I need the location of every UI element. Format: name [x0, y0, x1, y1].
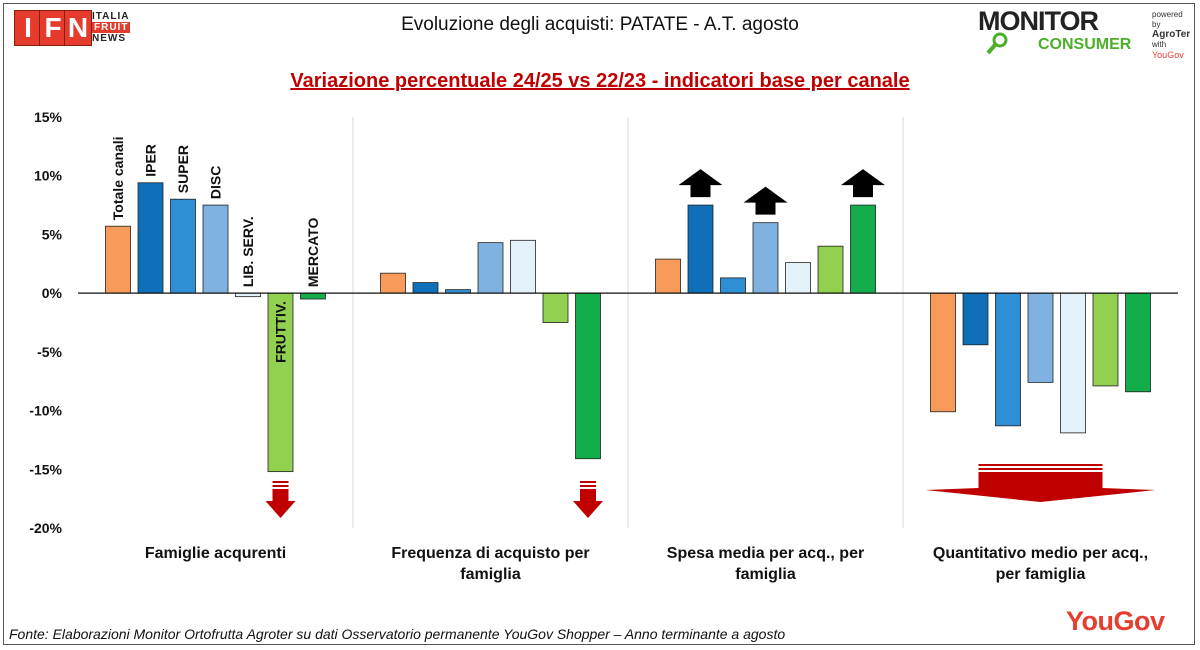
category-label: per famiglia	[996, 566, 1086, 583]
bar-label-0: Totale canali	[110, 136, 126, 220]
y-tick-label: -10%	[29, 403, 62, 419]
up-arrow-icon	[841, 169, 885, 198]
bar-disc	[752, 222, 779, 294]
y-tick-label: 10%	[34, 168, 63, 184]
bar-lib-serv	[1060, 292, 1086, 434]
bar-totale-canali	[930, 292, 956, 413]
category-label: Famiglie acqurenti	[145, 545, 286, 562]
consumer-word: CONSUMER	[1038, 36, 1132, 53]
bar-totale-canali	[380, 272, 406, 294]
category-label: famiglia	[460, 566, 521, 583]
bar-mercato	[850, 204, 876, 294]
bar-fruttiv	[542, 292, 569, 323]
bar-label-4: LIB. SERV.	[240, 216, 256, 287]
category-label: famiglia	[735, 566, 796, 583]
bar-super	[995, 292, 1021, 427]
down-arrow-stripe	[978, 468, 1103, 470]
bar-iper	[962, 292, 989, 346]
bar-label-3: DISC	[208, 166, 224, 199]
bar-fruttiv	[267, 292, 294, 473]
bar-disc	[477, 242, 504, 294]
bar-disc	[202, 204, 229, 294]
bar-label-6: MERCATO	[305, 218, 321, 288]
category-label: Spesa media per acq., per	[667, 545, 864, 562]
down-arrow-icon	[925, 472, 1156, 502]
down-arrow-stripe	[272, 481, 289, 483]
bar-super	[170, 198, 196, 294]
ifn-letter-i: I	[14, 10, 42, 46]
bar-super	[720, 277, 746, 294]
down-arrow-stripe	[978, 464, 1103, 466]
y-tick-label: 15%	[34, 109, 63, 125]
bar-fruttiv	[1092, 292, 1119, 387]
magnifier-icon	[986, 32, 1008, 55]
yougov-small-text: YouGov	[1152, 50, 1184, 60]
bar-iper	[412, 282, 439, 294]
monitor-word: MONITOR	[978, 6, 1099, 36]
bar-totale-canali	[655, 258, 681, 294]
bar-label-2: SUPER	[175, 145, 191, 193]
down-arrow-stripe	[580, 485, 596, 487]
bar-totale-canali	[105, 225, 131, 294]
bar-label-1: IPER	[143, 144, 159, 177]
bar-lib-serv	[785, 262, 811, 294]
bar-fruttiv	[817, 245, 844, 294]
bar-disc	[1027, 292, 1054, 383]
bar-mercato	[1125, 292, 1151, 393]
y-tick-label: -15%	[29, 461, 62, 477]
bar-iper	[687, 204, 714, 294]
chart-frame	[3, 3, 1195, 645]
ifn-line-news: NEWS	[92, 33, 126, 44]
bar-mercato	[300, 292, 326, 300]
chart-title: Evoluzione degli acquisti: PATATE - A.T.…	[401, 14, 799, 35]
ifn-line-fruit: FRUIT	[92, 22, 131, 33]
monitor-side-text: powered by AgroTer with YouGov	[1152, 10, 1190, 60]
chart-subtitle: Variazione percentuale 24/25 vs 22/23 - …	[290, 70, 910, 92]
down-arrow-icon	[265, 489, 296, 518]
ifn-line-italia: ITALIA	[92, 11, 130, 22]
ifn-letter-n: N	[64, 10, 92, 46]
source-note: Fonte: Elaborazioni Monitor Ortofrutta A…	[9, 626, 786, 642]
y-tick-label: -5%	[37, 344, 62, 360]
bar-iper	[137, 182, 164, 294]
powered-by-text: powered by	[1152, 10, 1183, 29]
down-arrow-icon	[573, 489, 603, 518]
y-tick-label: -20%	[29, 520, 62, 536]
bar-lib-serv	[510, 239, 536, 294]
ifn-letter-f: F	[39, 10, 67, 46]
category-label: Frequenza di acquisto per	[391, 545, 589, 562]
up-arrow-icon	[743, 186, 788, 215]
bar-mercato	[575, 292, 601, 460]
y-tick-label: 5%	[42, 226, 63, 242]
category-label: Quantitativo medio per acq.,	[933, 545, 1148, 562]
down-arrow-stripe	[272, 485, 289, 487]
monitor-consumer-logo: MONITOR CONSUMER powered by AgroTer with…	[976, 6, 1190, 60]
with-text: with	[1152, 40, 1167, 49]
yougov-logo: YouGov	[1066, 606, 1165, 636]
agroter-text: AgroTer	[1152, 29, 1191, 40]
up-arrow-icon	[678, 169, 723, 198]
bar-label-5: FRUTTIV.	[273, 301, 289, 363]
down-arrow-stripe	[580, 481, 596, 483]
y-tick-label: 0%	[42, 285, 63, 301]
